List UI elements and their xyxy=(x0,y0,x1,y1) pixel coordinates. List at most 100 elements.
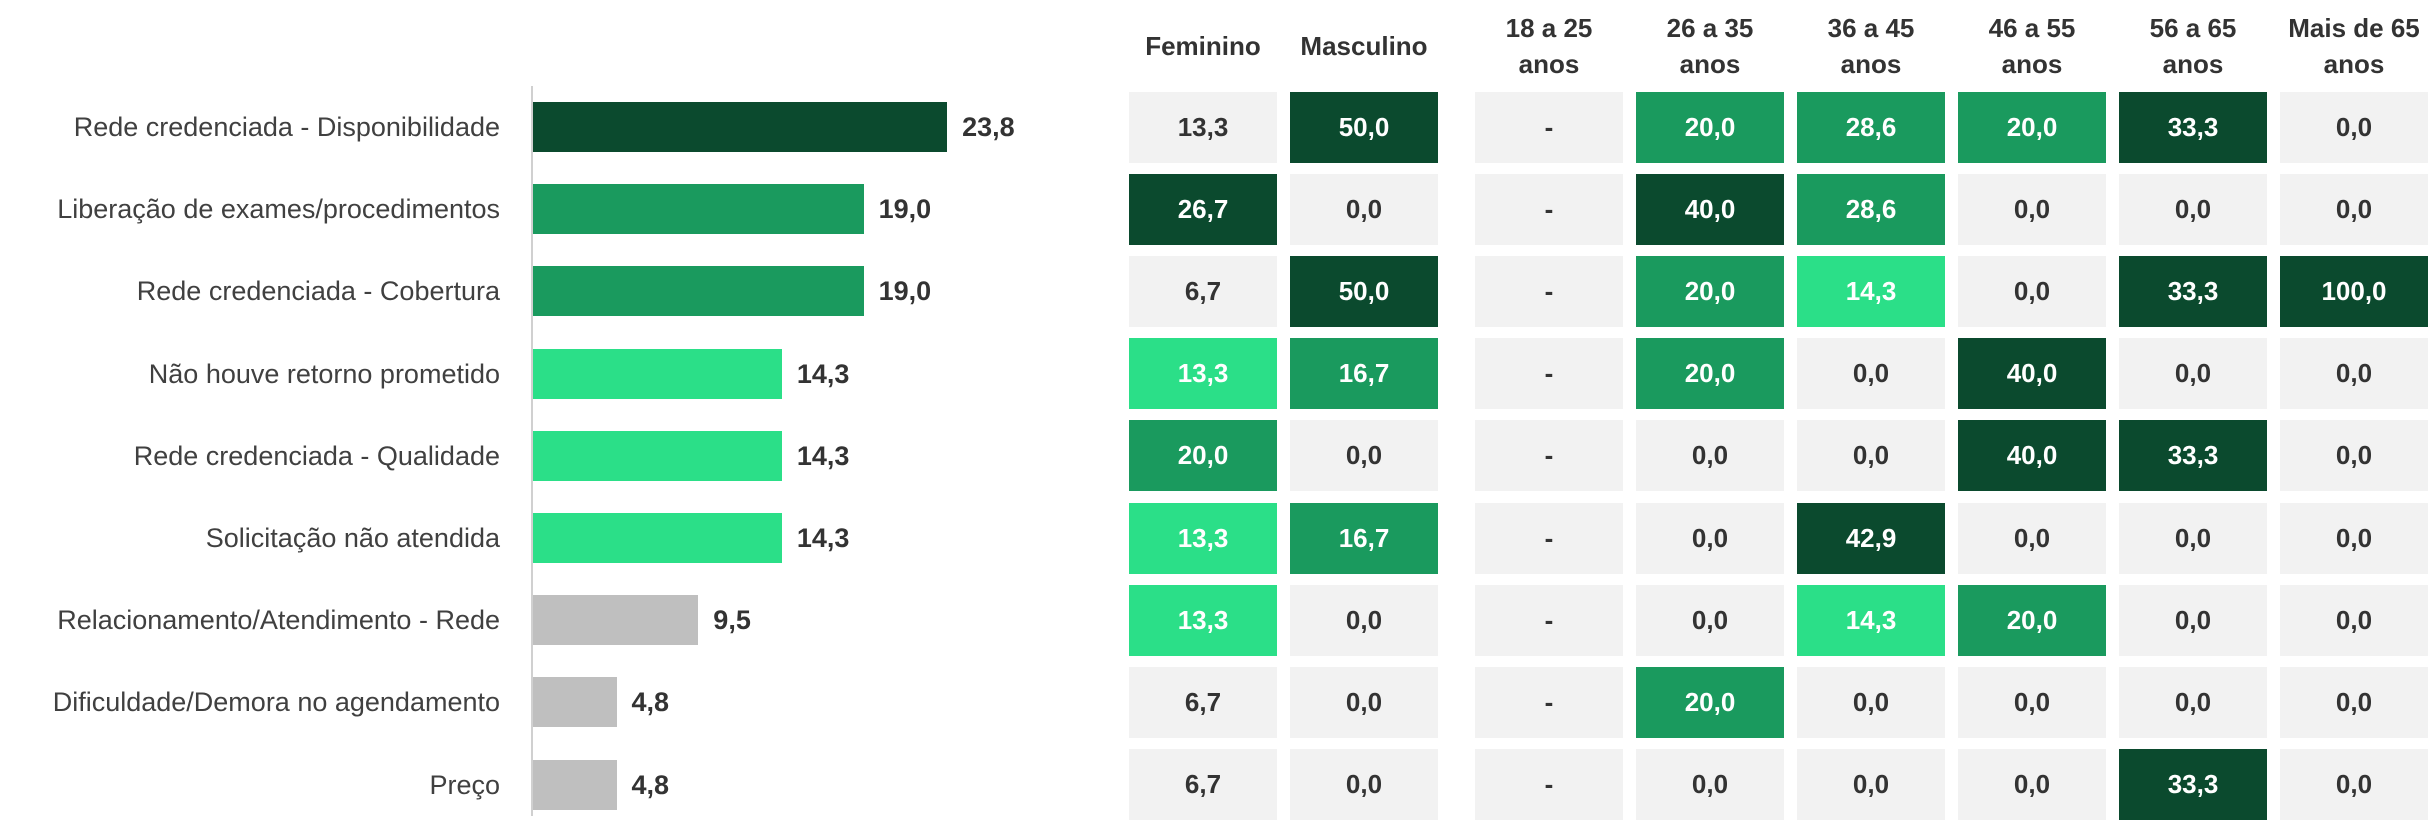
table-cell: 0,0 xyxy=(1958,502,2106,574)
category-label: Dificuldade/Demora no agendamento xyxy=(52,687,500,718)
data-label: 14,3 xyxy=(796,523,850,553)
table-cell: 0,0 xyxy=(1797,666,1945,738)
bar xyxy=(533,102,948,152)
table-cell: 0,0 xyxy=(1636,502,1784,574)
table-cell: 0,0 xyxy=(2280,666,2428,738)
table-cell: 16,7 xyxy=(1290,502,1438,574)
table-cell: 0,0 xyxy=(1797,749,1945,820)
data-label: 9,5 xyxy=(713,605,751,636)
table-cell: 0,0 xyxy=(1290,173,1438,245)
table-cell: 33,3 xyxy=(2119,420,2267,492)
table-cell: - xyxy=(1475,749,1623,820)
table-cell: - xyxy=(1475,502,1623,574)
table-cell: - xyxy=(1475,91,1623,163)
table-cell: 50,0 xyxy=(1290,255,1438,327)
table-cell: - xyxy=(1475,173,1623,245)
table-cell: 100,0 xyxy=(2280,255,2428,327)
table-cell: 0,0 xyxy=(2119,338,2267,410)
category-label: Rede credenciada - Cobertura xyxy=(136,276,500,307)
data-label: 4,8 xyxy=(631,687,670,718)
table-cell: 14,3 xyxy=(1797,255,1945,327)
table-cell: 6,7 xyxy=(1129,666,1277,738)
table-cell: 0,0 xyxy=(2280,502,2428,574)
category-label: Não houve retorno prometido xyxy=(148,358,500,389)
category-label: Rede credenciada - Disponibilidade xyxy=(73,112,500,142)
table-cell: 13,3 xyxy=(1129,338,1277,410)
category-label: Liberação de exames/procedimentos xyxy=(57,194,500,225)
table-cell: 33,3 xyxy=(2119,749,2267,820)
bar xyxy=(533,759,617,810)
table-cell: 40,0 xyxy=(1636,173,1784,245)
bar xyxy=(533,266,864,317)
table-cell: 0,0 xyxy=(1636,749,1784,820)
table-cell: 13,3 xyxy=(1129,91,1277,163)
category-label: Solicitação não atendida xyxy=(205,523,500,553)
table-cell: 0,0 xyxy=(1958,173,2106,245)
table-cell: 0,0 xyxy=(1290,749,1438,820)
table-cell: 33,3 xyxy=(2119,91,2267,163)
table-cell: 33,3 xyxy=(2119,255,2267,327)
table-cell: 0,0 xyxy=(1290,666,1438,738)
table-cell: 0,0 xyxy=(2280,338,2428,410)
category-label: Relacionamento/Atendimento - Rede xyxy=(57,605,500,636)
table-cell: 0,0 xyxy=(1958,749,2106,820)
table-cell: 20,0 xyxy=(1958,584,2106,656)
column-header: 18 a 25 anos xyxy=(1505,13,1593,79)
table-cell: 0,0 xyxy=(1958,666,2106,738)
bar xyxy=(533,677,617,728)
table-cell: 20,0 xyxy=(1636,666,1784,738)
table-cell: 6,7 xyxy=(1129,255,1277,327)
table-cell: - xyxy=(1475,338,1623,410)
table-cell: 0,0 xyxy=(1797,338,1945,410)
table-cell: 0,0 xyxy=(2119,502,2267,574)
category-label: Preço xyxy=(429,769,500,800)
data-label: 19,0 xyxy=(878,276,932,307)
category-label: Rede credenciada - Qualidade xyxy=(133,440,500,471)
data-label: 14,3 xyxy=(796,358,850,389)
table-cell: 0,0 xyxy=(1290,584,1438,656)
table-cell: 0,0 xyxy=(1636,420,1784,492)
table-cell: - xyxy=(1475,584,1623,656)
table-cell: 14,3 xyxy=(1797,584,1945,656)
table-cell: 0,0 xyxy=(2119,584,2267,656)
table-cell: - xyxy=(1475,255,1623,327)
table-cell: - xyxy=(1475,666,1623,738)
data-label: 4,8 xyxy=(631,769,670,800)
table-cell: 0,0 xyxy=(1636,584,1784,656)
bar-axis xyxy=(531,86,533,816)
table-cell: 0,0 xyxy=(2119,173,2267,245)
bar xyxy=(533,184,864,235)
data-label: 19,0 xyxy=(878,194,932,225)
table-cell: 0,0 xyxy=(2280,749,2428,820)
table-cell: 26,7 xyxy=(1129,173,1277,245)
column-header: 36 a 45 anos xyxy=(1827,13,1915,79)
table-cell: 0,0 xyxy=(2280,173,2428,245)
column-header: 46 a 55 anos xyxy=(1988,13,2076,79)
table-cell: 20,0 xyxy=(1636,91,1784,163)
table-cell: 0,0 xyxy=(2280,584,2428,656)
table-cell: 0,0 xyxy=(2280,91,2428,163)
table-cell: 13,3 xyxy=(1129,502,1277,574)
table-cell: 0,0 xyxy=(2119,666,2267,738)
table-cell: 42,9 xyxy=(1797,502,1945,574)
table-cell: 0,0 xyxy=(1797,420,1945,492)
table-cell: 28,6 xyxy=(1797,91,1945,163)
table-cell: 40,0 xyxy=(1958,338,2106,410)
bar xyxy=(533,348,782,399)
table-cell: 16,7 xyxy=(1290,338,1438,410)
column-header: 26 a 35 anos xyxy=(1666,13,1754,79)
table-cell: 13,3 xyxy=(1129,584,1277,656)
data-label: 14,3 xyxy=(796,440,850,471)
table-cell: 50,0 xyxy=(1290,91,1438,163)
table-cell: 28,6 xyxy=(1797,173,1945,245)
table-cell: 0,0 xyxy=(2280,420,2428,492)
table-cell: 20,0 xyxy=(1636,338,1784,410)
bar xyxy=(533,513,782,563)
column-header: Feminino xyxy=(1145,31,1261,61)
column-header: Mais de 65 anos xyxy=(2288,13,2420,79)
table-cell: 40,0 xyxy=(1958,420,2106,492)
data-label: 23,8 xyxy=(962,112,1015,142)
table-cell: - xyxy=(1475,420,1623,492)
column-header: 56 a 65 anos xyxy=(2149,13,2237,79)
table-cell: 20,0 xyxy=(1129,420,1277,492)
